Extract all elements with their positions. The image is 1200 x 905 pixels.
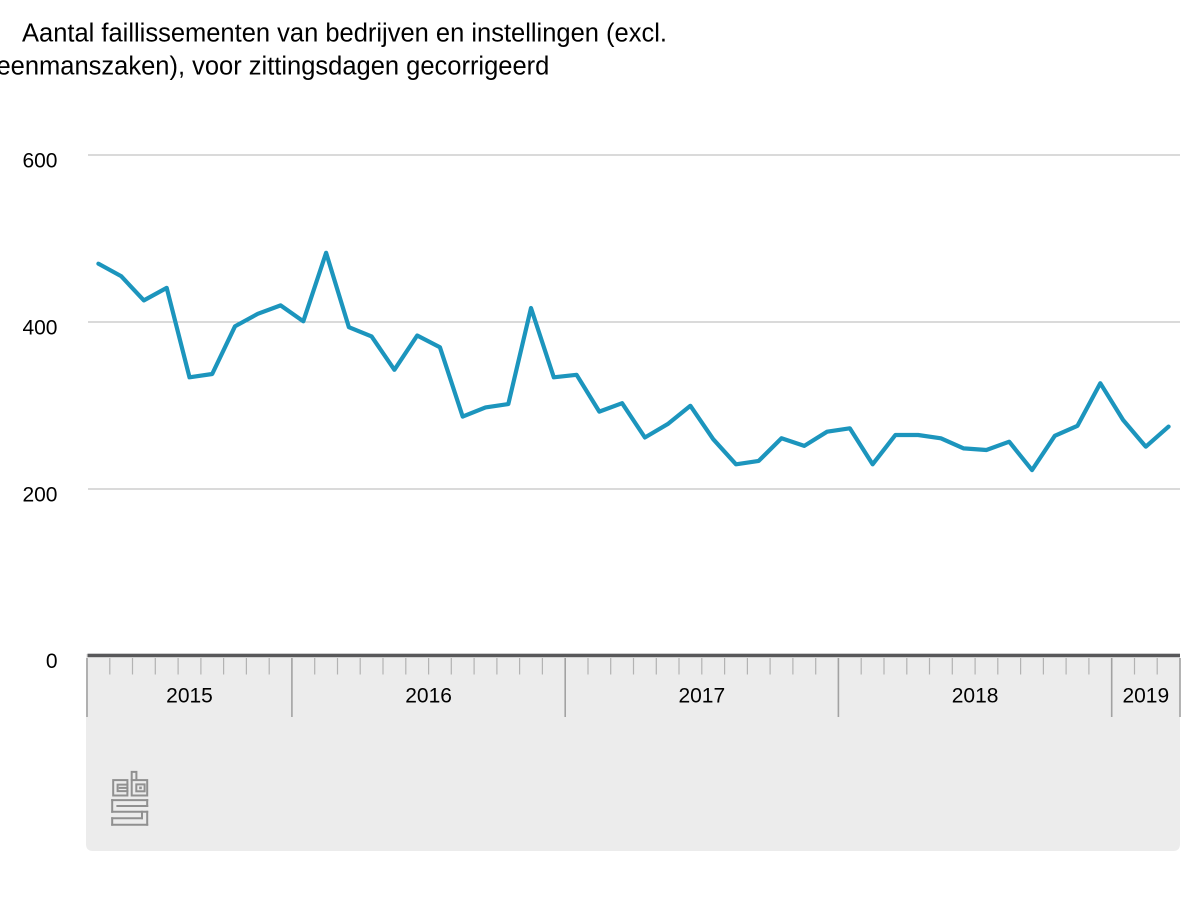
svg-text:0: 0 <box>46 650 58 673</box>
svg-text:2015: 2015 <box>166 685 213 708</box>
svg-text:2017: 2017 <box>678 685 725 708</box>
svg-text:2016: 2016 <box>405 685 452 708</box>
svg-text:2019: 2019 <box>1122 685 1169 708</box>
svg-text:2018: 2018 <box>952 685 999 708</box>
svg-text:eenmanszaken), voor zittingsda: eenmanszaken), voor zittingsdagen gecorr… <box>0 53 549 81</box>
svg-text:400: 400 <box>22 316 57 339</box>
svg-text:200: 200 <box>22 483 57 506</box>
svg-text:Aantal faillissementen van bed: Aantal faillissementen van bedrijven en … <box>22 20 667 48</box>
svg-text:600: 600 <box>22 149 57 172</box>
